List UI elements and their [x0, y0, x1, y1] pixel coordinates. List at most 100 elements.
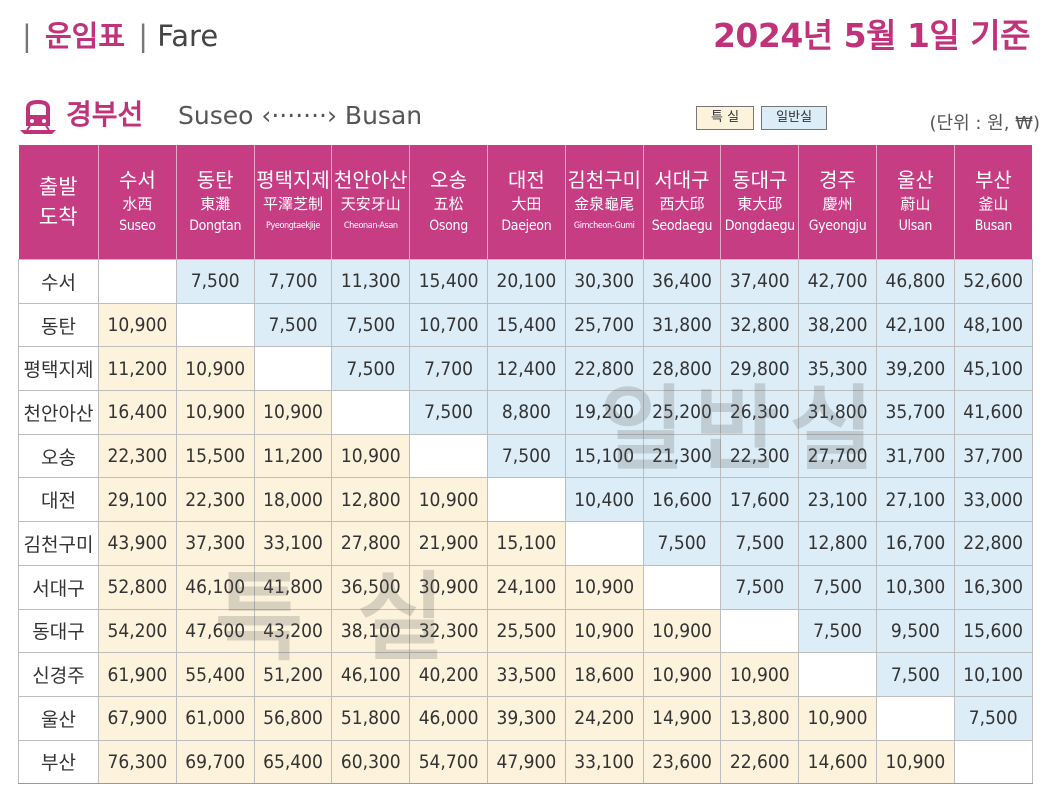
column-header-english: Busan	[974, 218, 1013, 234]
general-fare-cell: 7,500	[331, 302, 411, 348]
first-class-fare-cell: 39,300	[486, 695, 566, 741]
legend-general-class: 일반실	[761, 106, 828, 130]
column-header-english: Osong	[429, 218, 468, 234]
empty-cell	[642, 564, 722, 610]
general-fare-cell: 11,300	[331, 259, 411, 304]
general-fare-cell: 12,400	[486, 346, 566, 392]
first-class-fare-cell: 10,900	[253, 390, 333, 435]
row-header: 김천구미	[18, 521, 99, 566]
general-fare-cell: 37,400	[720, 259, 800, 304]
fare-table: 출발 도착 수서 水西 Suseo 동탄 東灘 Dongtan 평택지제 平澤芝制 Pyeong…	[18, 145, 1033, 785]
first-class-fare-cell: 10,900	[175, 390, 255, 435]
first-class-fare-cell: 76,300	[98, 739, 177, 785]
empty-cell	[953, 739, 1033, 785]
general-fare-cell: 46,800	[875, 259, 955, 304]
table-row: 평택지제 11,200 10,900 7,500 7,700 12,400 22,800 28…	[18, 346, 1033, 392]
general-fare-cell: 7,500	[875, 652, 955, 697]
corner-header: 출발 도착	[18, 145, 99, 260]
row-header: 부산	[18, 739, 99, 785]
row-header: 동대구	[18, 608, 99, 654]
table-row: 김천구미 43,900 37,300 33,100 27,800 21,900 15,100…	[18, 521, 1033, 566]
general-fare-cell: 35,700	[875, 390, 955, 435]
first-class-fare-cell: 38,100	[331, 608, 411, 654]
general-fare-cell: 41,600	[953, 390, 1033, 435]
column-header-hanja: 天安牙山	[340, 195, 401, 213]
first-class-fare-cell: 55,400	[175, 652, 255, 697]
general-fare-cell: 27,100	[875, 477, 955, 523]
column-header-english: Suseo	[119, 218, 156, 234]
first-class-fare-cell: 15,100	[486, 521, 566, 566]
first-class-fare-cell: 60,300	[331, 739, 411, 785]
row-header: 대전	[18, 477, 99, 523]
general-fare-cell: 7,500	[720, 521, 800, 566]
column-header-english: Gimcheon-Gumi	[573, 221, 635, 231]
first-class-fare-cell: 43,200	[253, 608, 333, 654]
general-fare-cell: 36,400	[642, 259, 722, 304]
corner-arrival: 도착	[38, 205, 78, 229]
general-fare-cell: 48,100	[953, 302, 1033, 348]
general-fare-cell: 39,200	[875, 346, 955, 392]
first-class-fare-cell: 54,700	[409, 739, 488, 785]
general-fare-cell: 16,300	[953, 564, 1033, 610]
column-header: 오송 五松 Osong	[409, 145, 488, 260]
first-class-fare-cell: 15,500	[175, 433, 255, 479]
column-header: 경주 慶州 Gyeongju	[798, 145, 877, 260]
page-header: | 운임표 | Fare 2024년 5월 1일 기준	[0, 0, 1058, 78]
route-name-korean: 경부선	[66, 98, 144, 131]
column-header-korean: 부산	[975, 168, 1012, 192]
general-fare-cell: 10,700	[409, 302, 488, 348]
column-header: 서대구 西大邱 Seodaegu	[642, 145, 721, 260]
first-class-fare-cell: 32,300	[409, 608, 488, 654]
fare-table-container: 출발 도착 수서 水西 Suseo 동탄 東灘 Dongtan 평택지제 平澤芝制 Pyeong…	[18, 145, 1033, 785]
first-class-fare-cell: 11,200	[98, 346, 177, 392]
first-class-fare-cell: 47,600	[175, 608, 255, 654]
column-header-korean: 평택지제	[256, 168, 330, 192]
column-header-hanja: 西大邱	[659, 195, 705, 213]
general-fare-cell: 35,300	[798, 346, 877, 392]
general-fare-cell: 8,800	[486, 390, 566, 435]
general-fare-cell: 10,400	[564, 477, 644, 523]
corner-departure: 출발	[38, 175, 78, 199]
column-header-english: PyeongtaekJije	[266, 221, 320, 231]
first-class-fare-cell: 10,900	[564, 608, 644, 654]
page-title: | 운임표 | Fare	[22, 18, 218, 54]
general-fare-cell: 33,000	[953, 477, 1033, 523]
first-class-fare-cell: 14,900	[642, 695, 722, 741]
general-fare-cell: 22,800	[953, 521, 1033, 566]
general-fare-cell: 25,700	[564, 302, 644, 348]
first-class-fare-cell: 54,200	[98, 608, 177, 654]
title-korean: 운임표	[45, 19, 126, 53]
train-icon	[20, 100, 56, 134]
column-header-english: Ulsan	[898, 218, 933, 234]
general-fare-cell: 37,700	[953, 433, 1033, 479]
column-header: 천안아산 天安牙山 Cheonan-Asan	[331, 145, 410, 260]
table-row: 신경주 61,900 55,400 51,200 46,100 40,200 33,500 1…	[18, 652, 1033, 697]
table-row: 동대구 54,200 47,600 43,200 38,100 32,300 25,500 1…	[18, 608, 1033, 654]
general-fare-cell: 7,500	[331, 346, 411, 392]
table-row: 서대구 52,800 46,100 41,800 36,500 30,900 24,100 1…	[18, 564, 1033, 610]
general-fare-cell: 20,100	[486, 259, 566, 304]
row-header: 천안아산	[18, 390, 99, 435]
table-row: 울산 67,900 61,000 56,800 51,800 46,000 39,300 24…	[18, 695, 1033, 741]
first-class-fare-cell: 47,900	[486, 739, 566, 785]
legend-first-class: 특 실	[696, 106, 755, 130]
first-class-fare-cell: 30,900	[409, 564, 488, 610]
first-class-fare-cell: 36,500	[331, 564, 411, 610]
first-class-fare-cell: 22,300	[175, 477, 255, 523]
row-header: 서대구	[18, 564, 99, 610]
first-class-fare-cell: 69,700	[175, 739, 255, 785]
general-fare-cell: 7,500	[409, 390, 488, 435]
title-divider: |	[138, 19, 149, 53]
first-class-fare-cell: 10,900	[564, 564, 644, 610]
first-class-fare-cell: 24,200	[564, 695, 644, 741]
column-header-hanja: 平澤芝制	[262, 195, 323, 213]
class-legend: 특 실 일반실	[696, 106, 829, 130]
general-fare-cell: 32,800	[720, 302, 800, 348]
first-class-fare-cell: 46,000	[409, 695, 488, 741]
empty-cell	[875, 695, 955, 741]
general-fare-cell: 28,800	[642, 346, 722, 392]
column-header-korean: 오송	[430, 168, 467, 192]
row-header: 동탄	[18, 302, 99, 348]
empty-cell	[98, 259, 177, 304]
effective-date: 2024년 5월 1일 기준	[712, 16, 1031, 55]
